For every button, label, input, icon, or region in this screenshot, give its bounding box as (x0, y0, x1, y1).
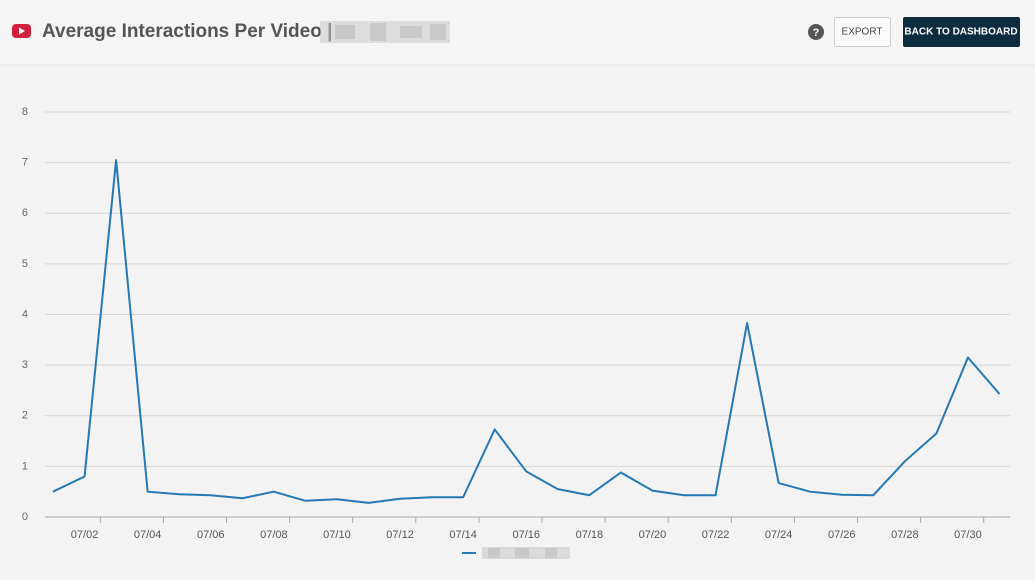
y-tick-label: 2 (22, 410, 28, 422)
y-tick-label: 3 (22, 359, 28, 371)
y-tick-label: 0 (22, 511, 28, 523)
redacted-name (320, 21, 450, 43)
x-tick-label: 07/22 (702, 529, 730, 541)
y-tick-label: 8 (22, 106, 28, 118)
x-tick-label: 07/14 (449, 529, 477, 541)
x-tick-label: 07/18 (576, 529, 604, 541)
youtube-play (19, 27, 25, 35)
help-label: ? (813, 27, 820, 39)
y-tick-label: 7 (22, 157, 28, 169)
x-tick-label: 07/24 (765, 529, 793, 541)
x-tick-label: 07/20 (639, 529, 667, 541)
redacted-legend (482, 547, 570, 559)
x-tick-label: 07/16 (512, 529, 540, 541)
x-tick-label: 07/02 (71, 529, 99, 541)
y-tick-label: 5 (22, 258, 28, 270)
y-tick-label: 1 (22, 460, 28, 472)
export-button[interactable] (834, 17, 891, 47)
x-tick-label: 07/04 (134, 529, 162, 541)
data-line (52, 159, 1001, 504)
y-tick-label: 6 (22, 207, 28, 219)
x-tick-label: 07/30 (954, 529, 982, 541)
x-tick-label: 07/12 (386, 529, 414, 541)
x-tick-label: 07/06 (197, 529, 225, 541)
help-icon[interactable] (808, 24, 824, 40)
back-label: BACK TO DASHBOARD (904, 27, 1017, 38)
x-tick-label: 07/26 (828, 529, 856, 541)
x-tick-label: 07/28 (891, 529, 919, 541)
x-tick-label: 07/08 (260, 529, 288, 541)
x-tick-label: 07/10 (323, 529, 351, 541)
export-label: EXPORT (842, 27, 883, 38)
back-button[interactable] (903, 17, 1020, 47)
y-tick-label: 4 (22, 308, 28, 320)
page-title: Average Interactions Per Video | (42, 21, 332, 42)
